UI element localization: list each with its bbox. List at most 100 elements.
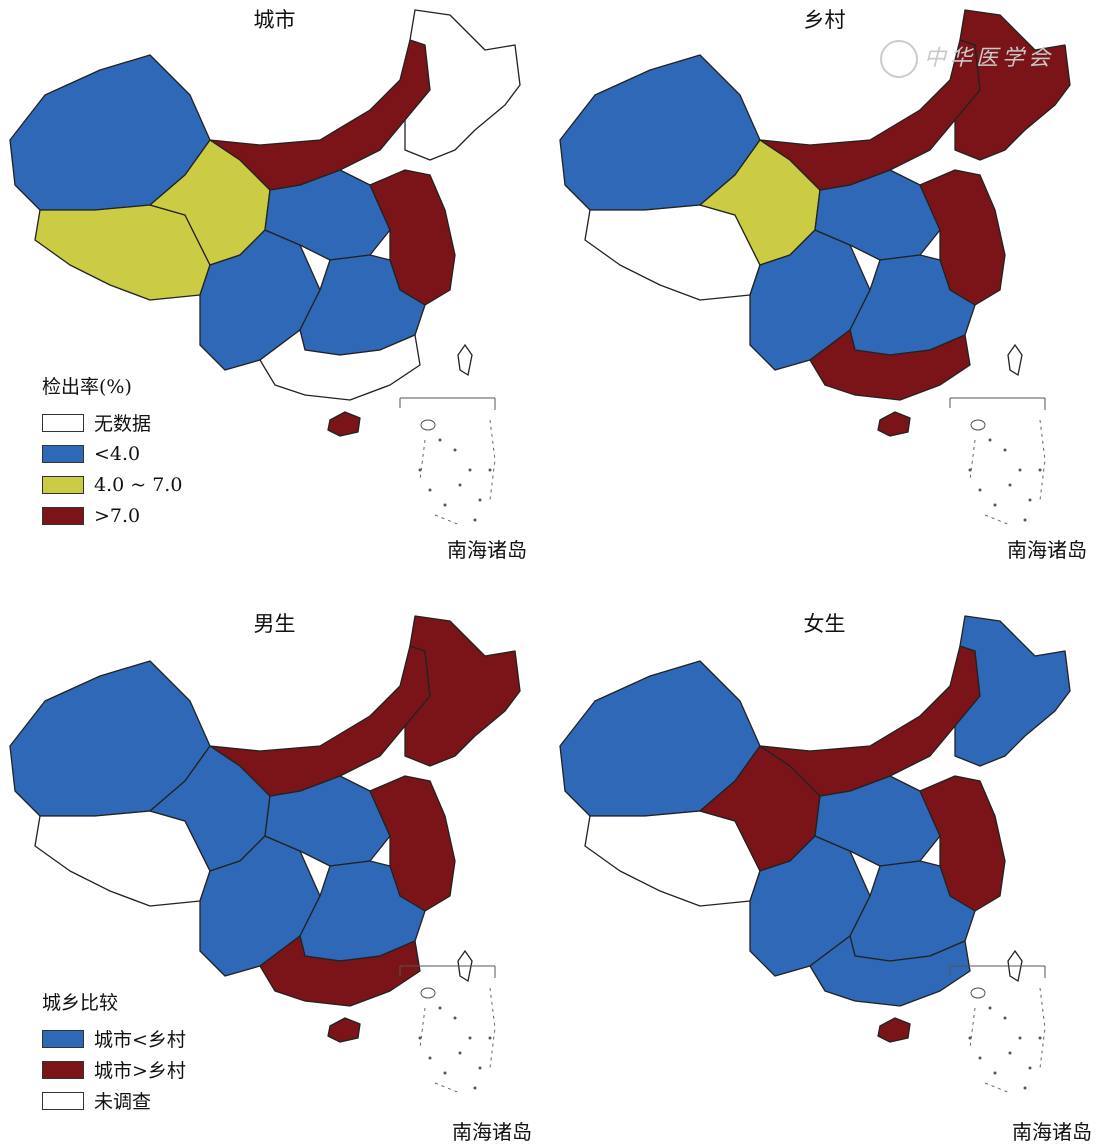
inset-island-dot [968, 468, 972, 472]
inset-island-dot [968, 1036, 972, 1040]
legend-title: 检出率(%) [42, 376, 132, 398]
inset-island-dot [458, 483, 462, 487]
region-hainan [327, 1017, 361, 1043]
china-map-urban [9, 9, 521, 526]
region-south [809, 329, 971, 401]
inset-island-dot [993, 503, 997, 507]
region-hainan [327, 411, 361, 437]
inset-island-dot [478, 498, 482, 502]
inset-frame [949, 397, 1046, 410]
inset-nine-dash-line [419, 987, 496, 1094]
region-hainan [877, 411, 911, 437]
inset-nine-dash-line [969, 987, 1046, 1094]
inset-island-dot [1028, 1066, 1032, 1070]
inset-hainan [420, 987, 436, 999]
inset-hainan [970, 987, 986, 999]
panel-title: 乡村 [803, 8, 846, 32]
map-regions [559, 615, 1071, 1043]
region-northeast [404, 9, 521, 161]
map-regions [9, 9, 521, 437]
inset-nine-dash-line [419, 419, 496, 526]
region-tibet [34, 204, 211, 301]
legend-swatch [42, 413, 84, 432]
inset-island-dot [418, 1036, 422, 1040]
inset-island-dot [473, 1086, 477, 1090]
inset-island-dot [443, 1071, 447, 1075]
inset-island-dot [1008, 1051, 1012, 1055]
region-east [919, 169, 1006, 306]
legend-swatch [42, 1029, 84, 1048]
inset-island-dot [468, 1036, 472, 1040]
inset-frame [399, 397, 496, 410]
inset-island-dot [453, 448, 457, 452]
map-panel-rural: 乡村 南海诸岛 [550, 0, 1099, 568]
watermark: 中华医学会 [880, 40, 1054, 78]
inset-frame [399, 965, 496, 978]
region-tibet [584, 204, 761, 301]
legend-swatch [42, 1091, 84, 1110]
inset-island-dot [1003, 448, 1007, 452]
inset-island-dot [1023, 518, 1027, 522]
inset-nine-dash-line [969, 419, 1046, 526]
china-map-female [559, 615, 1071, 1094]
legend-item-low: <4.0 [42, 438, 182, 469]
legend-swatch [42, 1060, 84, 1079]
seal-icon [880, 40, 918, 78]
inset-island-dot [993, 1071, 997, 1075]
legend-item-urban-greater: 城市>乡村 [42, 1054, 186, 1085]
south-china-sea-islands-label: 南海诸岛 [1007, 538, 1087, 562]
inset-island-dot [438, 438, 442, 442]
inset-island-dot [978, 1056, 982, 1060]
map-panel-female: 女生 南海诸岛 [550, 568, 1099, 1144]
legend-item-mid: 4.0 ~ 7.0 [42, 469, 182, 500]
region-northeast [954, 615, 1071, 767]
south-china-sea-inset [949, 397, 1046, 526]
south-china-sea-islands-label: 南海诸岛 [447, 538, 527, 562]
china-map-male [9, 615, 521, 1094]
inset-island-dot [1038, 1036, 1042, 1040]
south-china-sea-islands-label: 南海诸岛 [1012, 1120, 1092, 1144]
region-northeast [954, 9, 1071, 161]
inset-island-dot [438, 1006, 442, 1010]
region-tibet [34, 810, 211, 907]
inset-island-dot [428, 1056, 432, 1060]
legend-swatch [42, 475, 84, 494]
legend-detection-rate: 检出率(%) 无数据 <4.0 4.0 ~ 7.0 >7.0 [42, 372, 182, 531]
region-east [919, 775, 1006, 912]
inset-island-dot [1003, 1016, 1007, 1020]
inset-island-dot [453, 1016, 457, 1020]
inset-island-dot [978, 488, 982, 492]
inset-island-dot [1008, 483, 1012, 487]
legend-urban-rural-comparison: 城乡比较 城市<乡村 城市>乡村 未调查 [42, 988, 186, 1116]
south-china-sea-islands-label: 南海诸岛 [452, 1120, 532, 1144]
region-taiwan [457, 343, 473, 377]
legend-title: 城乡比较 [42, 992, 119, 1014]
region-east [369, 775, 456, 912]
inset-island-dot [468, 468, 472, 472]
inset-island-dot [1038, 468, 1042, 472]
inset-island-dot [1018, 1036, 1022, 1040]
south-china-sea-inset [399, 397, 496, 526]
region-taiwan [1007, 343, 1023, 377]
map-panel-urban: 城市 南海诸岛 检出率(%) 无数据 <4.0 4.0 ~ 7.0 >7.0 [0, 0, 549, 568]
inset-island-dot [1023, 1086, 1027, 1090]
legend-item-high: >7.0 [42, 500, 182, 531]
inset-island-dot [473, 518, 477, 522]
inset-island-dot [1018, 468, 1022, 472]
inset-island-dot [443, 503, 447, 507]
region-northeast [404, 615, 521, 767]
panel-title: 城市 [253, 8, 296, 32]
legend-swatch [42, 444, 84, 463]
inset-hainan [420, 419, 436, 431]
legend-item-not-surveyed: 未调查 [42, 1085, 186, 1116]
region-east [369, 169, 456, 306]
map-regions [9, 615, 521, 1043]
inset-frame [949, 965, 1046, 978]
region-tibet [584, 810, 761, 907]
region-south [259, 329, 421, 401]
inset-island-dot [488, 1036, 492, 1040]
inset-island-dot [488, 468, 492, 472]
panel-title: 男生 [253, 612, 296, 636]
inset-island-dot [988, 438, 992, 442]
china-map-rural [559, 9, 1071, 526]
